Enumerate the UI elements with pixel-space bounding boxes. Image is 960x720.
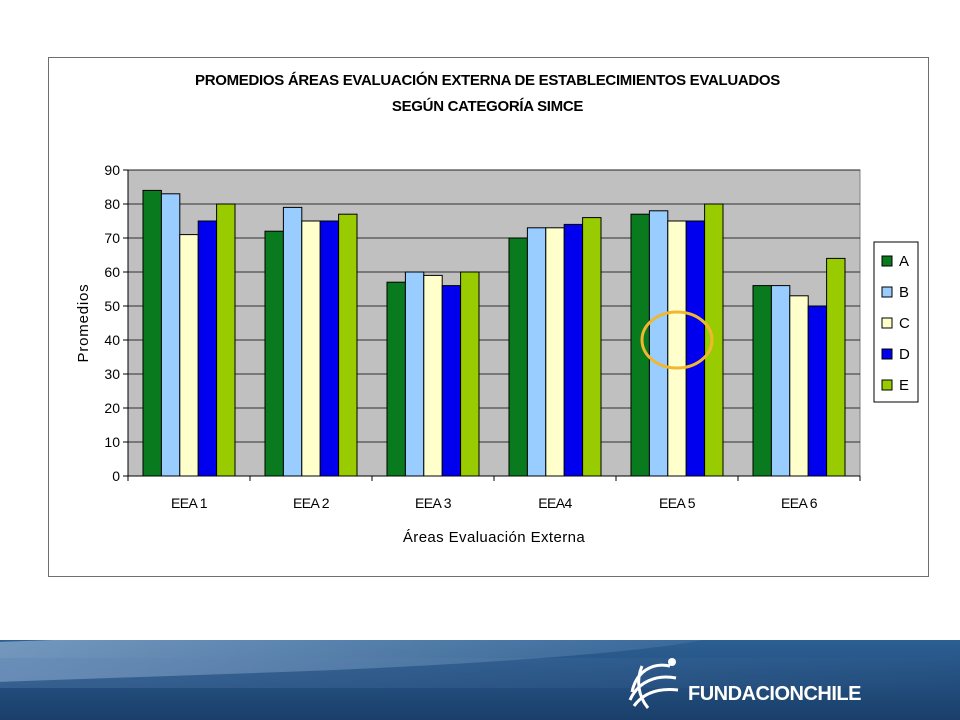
- legend-swatch-b: [881, 286, 893, 298]
- legend-label-b: B: [899, 284, 909, 301]
- bar-c-4: [545, 227, 565, 477]
- y-tick-label: 20: [104, 400, 120, 416]
- chart-title-line-2: SEGÚN CATEGORÍA SIMCE: [391, 98, 584, 115]
- bar-a-5: [630, 213, 650, 477]
- bar-e-3: [460, 271, 480, 477]
- footer-banner: [0, 640, 960, 720]
- bar-c-6: [789, 295, 809, 477]
- annotation-circle: [640, 310, 714, 370]
- bar-a-3: [386, 281, 406, 477]
- plot-area: [127, 169, 861, 477]
- y-tick-label: 60: [104, 264, 120, 280]
- y-tick-label: 0: [112, 468, 120, 484]
- legend-swatch-a: [881, 255, 893, 267]
- bar-c-5: [667, 220, 687, 477]
- bar-e-5: [704, 203, 724, 477]
- bar-b-2: [282, 206, 303, 477]
- bar-e-1: [216, 203, 236, 477]
- bar-a-2: [264, 230, 284, 477]
- bar-b-3: [404, 271, 425, 477]
- bar-d-3: [441, 285, 462, 477]
- x-tick-label: EEA 3: [415, 495, 452, 511]
- x-tick-label: EEA 1: [171, 495, 208, 511]
- y-tick-label: 70: [104, 230, 120, 246]
- legend-label-e: E: [899, 377, 909, 394]
- bar-e-2: [338, 213, 358, 477]
- y-tick-label: 30: [104, 366, 120, 382]
- bar-b-5: [648, 210, 669, 477]
- bar-b-6: [770, 285, 791, 477]
- x-tick-label: EEA 5: [659, 495, 696, 511]
- bar-a-4: [508, 237, 528, 477]
- bar-d-6: [807, 305, 828, 477]
- legend-label-d: D: [899, 346, 910, 363]
- y-tick-label: 10: [104, 434, 120, 450]
- y-tick-label: 90: [104, 162, 120, 178]
- brand-name: FUNDACIONCHILE: [688, 683, 862, 705]
- y-tick-label: 40: [104, 332, 120, 348]
- bar-d-1: [197, 220, 218, 477]
- bar-c-2: [301, 220, 321, 477]
- globe-logo-icon: [628, 658, 679, 709]
- bar-e-4: [582, 217, 602, 477]
- legend: [873, 241, 919, 403]
- y-axis-label: Promedios: [75, 284, 92, 363]
- bar-d-4: [563, 223, 584, 477]
- bar-a-1: [142, 189, 162, 477]
- legend-swatch-c: [881, 317, 893, 329]
- bar-b-1: [160, 193, 181, 477]
- x-tick-label: EEA 2: [293, 495, 330, 511]
- y-tick-label: 50: [104, 298, 120, 314]
- x-tick-label: EEA 6: [781, 495, 818, 511]
- legend-swatch-e: [881, 379, 893, 391]
- legend-label-c: C: [899, 315, 910, 332]
- x-axis-label: Áreas Evaluación Externa: [403, 529, 585, 546]
- legend-label-a: A: [899, 253, 909, 270]
- legend-swatch-d: [881, 348, 893, 360]
- chart-title-line-1: PROMEDIOS ÁREAS EVALUACIÓN EXTERNA DE ES…: [194, 72, 781, 89]
- bar-d-2: [319, 220, 340, 477]
- bar-d-5: [685, 220, 706, 477]
- bar-c-1: [179, 234, 199, 477]
- bar-b-4: [526, 227, 547, 477]
- x-tick-label: EEA4: [538, 495, 572, 511]
- bar-e-6: [826, 257, 846, 477]
- bar-a-6: [752, 285, 772, 477]
- bar-c-3: [423, 274, 443, 477]
- y-tick-label: 80: [104, 196, 120, 212]
